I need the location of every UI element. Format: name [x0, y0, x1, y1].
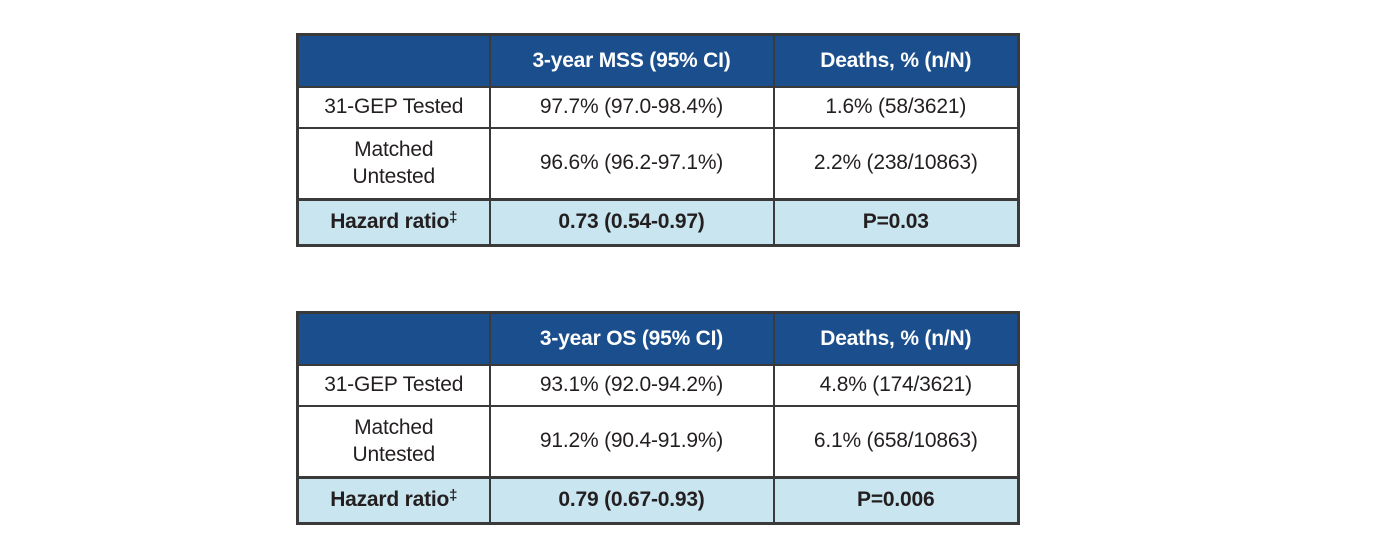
mss-header-blank-cell: [296, 33, 491, 88]
os-untested-deaths: 6.1% (658/10863): [772, 405, 1020, 479]
double-dagger-footnote: ‡: [449, 487, 458, 505]
os-untested-label: Matched Untested: [296, 405, 491, 479]
os-hazard-ratio-label: Hazard ratio‡: [296, 476, 491, 525]
mss-outcomes-table: 3-year MSS (95% CI) Deaths, % (n/N) 31-G…: [296, 33, 1020, 247]
os-table-container: 3-year OS (95% CI) Deaths, % (n/N) 31-GE…: [296, 311, 1020, 525]
mss-tested-label: 31-GEP Tested: [296, 86, 491, 129]
os-header-outcome-cell: 3-year OS (95% CI): [488, 311, 775, 366]
table-row: 31-GEP Tested 97.7% (97.0-98.4%) 1.6% (5…: [296, 86, 1020, 129]
os-tested-deaths: 4.8% (174/3621): [772, 364, 1020, 407]
table-row: Matched Untested 96.6% (96.2-97.1%) 2.2%…: [296, 127, 1020, 201]
mss-untested-deaths: 2.2% (238/10863): [772, 127, 1020, 201]
mss-header-deaths-cell: Deaths, % (n/N): [772, 33, 1020, 88]
mss-untested-label: Matched Untested: [296, 127, 491, 201]
hazard-ratio-text: Hazard ratio: [330, 488, 450, 512]
mss-p-value: P=0.03: [772, 198, 1020, 247]
hazard-ratio-text: Hazard ratio: [330, 210, 450, 234]
mss-hazard-ratio-value: 0.73 (0.54-0.97): [488, 198, 775, 247]
double-dagger-footnote: ‡: [449, 209, 458, 227]
os-hazard-ratio-value: 0.79 (0.67-0.93): [488, 476, 775, 525]
os-untested-outcome: 91.2% (90.4-91.9%): [488, 405, 775, 479]
os-header-deaths-cell: Deaths, % (n/N): [772, 311, 1020, 366]
table-row: 31-GEP Tested 93.1% (92.0-94.2%) 4.8% (1…: [296, 364, 1020, 407]
os-p-value: P=0.006: [772, 476, 1020, 525]
mss-tested-deaths: 1.6% (58/3621): [772, 86, 1020, 129]
os-tested-outcome: 93.1% (92.0-94.2%): [488, 364, 775, 407]
mss-header-outcome-cell: 3-year MSS (95% CI): [488, 33, 775, 88]
mss-header-row: 3-year MSS (95% CI) Deaths, % (n/N): [296, 33, 1020, 88]
mss-hazard-ratio-label: Hazard ratio‡: [296, 198, 491, 247]
os-outcomes-table: 3-year OS (95% CI) Deaths, % (n/N) 31-GE…: [296, 311, 1020, 525]
os-tested-label: 31-GEP Tested: [296, 364, 491, 407]
os-header-row: 3-year OS (95% CI) Deaths, % (n/N): [296, 311, 1020, 366]
os-header-blank-cell: [296, 311, 491, 366]
mss-table-container: 3-year MSS (95% CI) Deaths, % (n/N) 31-G…: [296, 33, 1020, 247]
os-hazard-ratio-row: Hazard ratio‡ 0.79 (0.67-0.93) P=0.006: [296, 476, 1020, 525]
mss-hazard-ratio-row: Hazard ratio‡ 0.73 (0.54-0.97) P=0.03: [296, 198, 1020, 247]
table-row: Matched Untested 91.2% (90.4-91.9%) 6.1%…: [296, 405, 1020, 479]
mss-tested-outcome: 97.7% (97.0-98.4%): [488, 86, 775, 129]
mss-untested-outcome: 96.6% (96.2-97.1%): [488, 127, 775, 201]
